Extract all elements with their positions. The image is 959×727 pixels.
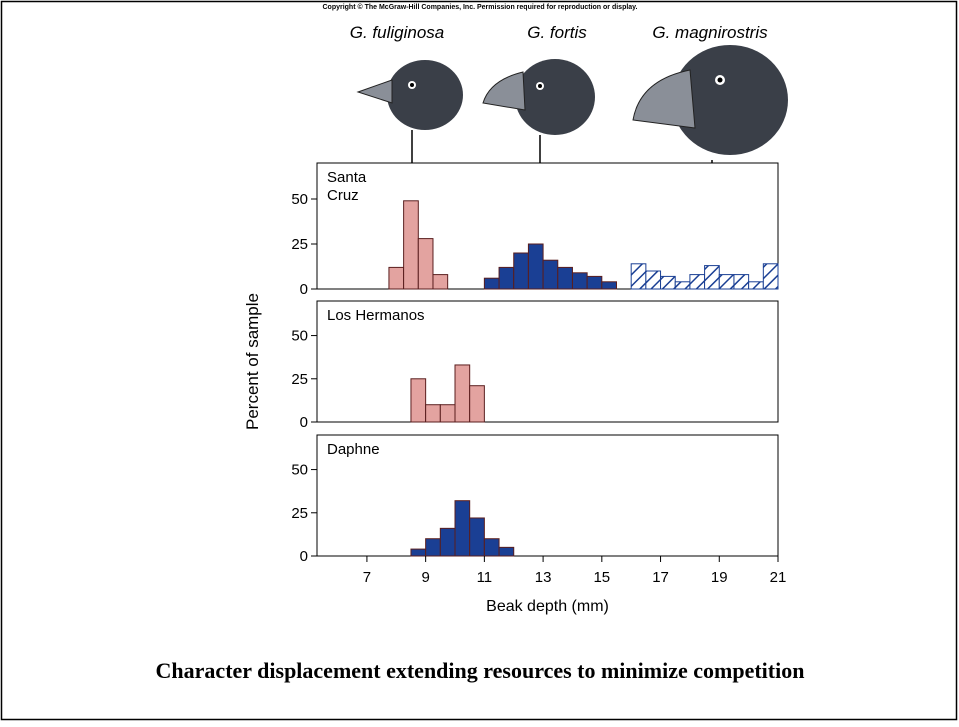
x-axis-label: Beak depth (mm): [486, 598, 609, 615]
panel-frame: [316, 300, 779, 423]
y-tick-label: 50: [291, 191, 308, 208]
species-label: G. fuliginosa: [350, 23, 445, 42]
histogram-bar: [601, 281, 618, 290]
bird-fuliginosa: [356, 60, 463, 130]
histogram-bar: [410, 548, 427, 557]
y-tick-label: 0: [300, 548, 308, 565]
histogram-bar: [388, 266, 405, 290]
caption: Character displacement extending resourc…: [156, 658, 805, 683]
histogram-bar: [733, 274, 750, 290]
histogram-bar: [425, 538, 441, 557]
y-tick-label: 25: [291, 236, 308, 253]
histogram-bar: [513, 252, 529, 290]
y-tick-label: 50: [291, 328, 308, 345]
copyright: Copyright © The McGraw-Hill Companies, I…: [322, 3, 637, 11]
histogram-bar: [674, 281, 691, 290]
histogram-bar: [718, 274, 735, 290]
histogram-bar: [586, 275, 603, 290]
x-tick-label: 13: [535, 569, 552, 586]
y-tick-label: 25: [291, 505, 308, 522]
histogram-bar: [704, 265, 720, 290]
panel-title-box: Los Hermanos: [327, 307, 425, 324]
y-tick-label: 0: [300, 414, 308, 431]
x-tick-label: 11: [477, 569, 493, 586]
histogram-bar: [557, 266, 573, 290]
x-tick-label: 9: [421, 569, 429, 586]
x-tick-label: 21: [770, 569, 787, 586]
histogram-bar: [403, 200, 419, 290]
histogram-bar: [630, 263, 647, 290]
histogram-bar: [498, 546, 515, 557]
histogram-bar: [645, 270, 662, 290]
histogram-bar: [417, 238, 434, 290]
histogram-bar: [469, 517, 485, 557]
species-label: G. magnirostris: [652, 23, 768, 42]
panel-title: Los Hermanos: [327, 307, 425, 324]
panel-frame: [316, 434, 779, 557]
histogram-bar: [571, 272, 588, 290]
x-tick-label: 17: [652, 569, 669, 586]
panel-title-box: Daphne: [327, 441, 380, 458]
y-tick-label: 25: [291, 371, 308, 388]
histogram-bar: [542, 259, 559, 290]
histogram-bar: [439, 404, 456, 423]
histogram-bar: [689, 274, 706, 290]
panel-title: Santa Cruz: [327, 169, 367, 204]
y-tick-label: 0: [300, 281, 308, 298]
bird-magnirostris: [632, 45, 788, 155]
species-label: G. fortis: [527, 23, 587, 42]
y-axis-label: Percent of sample: [243, 293, 262, 430]
y-tick-label: 50: [291, 462, 308, 479]
panel-title-box: Santa Cruz: [327, 169, 367, 204]
histogram-bar: [410, 378, 427, 423]
x-tick-label: 15: [593, 569, 610, 586]
histogram-bar: [439, 527, 456, 557]
histogram-bar: [425, 404, 441, 423]
histogram-bar: [527, 243, 544, 290]
histogram-bar: [660, 275, 676, 290]
histogram-bar: [762, 263, 779, 290]
histogram-bar: [498, 266, 515, 290]
x-tick-label: 7: [363, 569, 371, 586]
histogram-bar: [483, 538, 500, 557]
histogram-bar: [748, 281, 764, 290]
histogram-bar: [454, 364, 471, 423]
histogram-bar: [483, 277, 500, 290]
histogram-bar: [454, 500, 471, 557]
panel-title: Daphne: [327, 441, 380, 458]
histogram-bar: [469, 385, 485, 423]
bird-fortis: [482, 59, 595, 135]
histogram-bar: [432, 274, 449, 290]
x-tick-label: 19: [711, 569, 728, 586]
